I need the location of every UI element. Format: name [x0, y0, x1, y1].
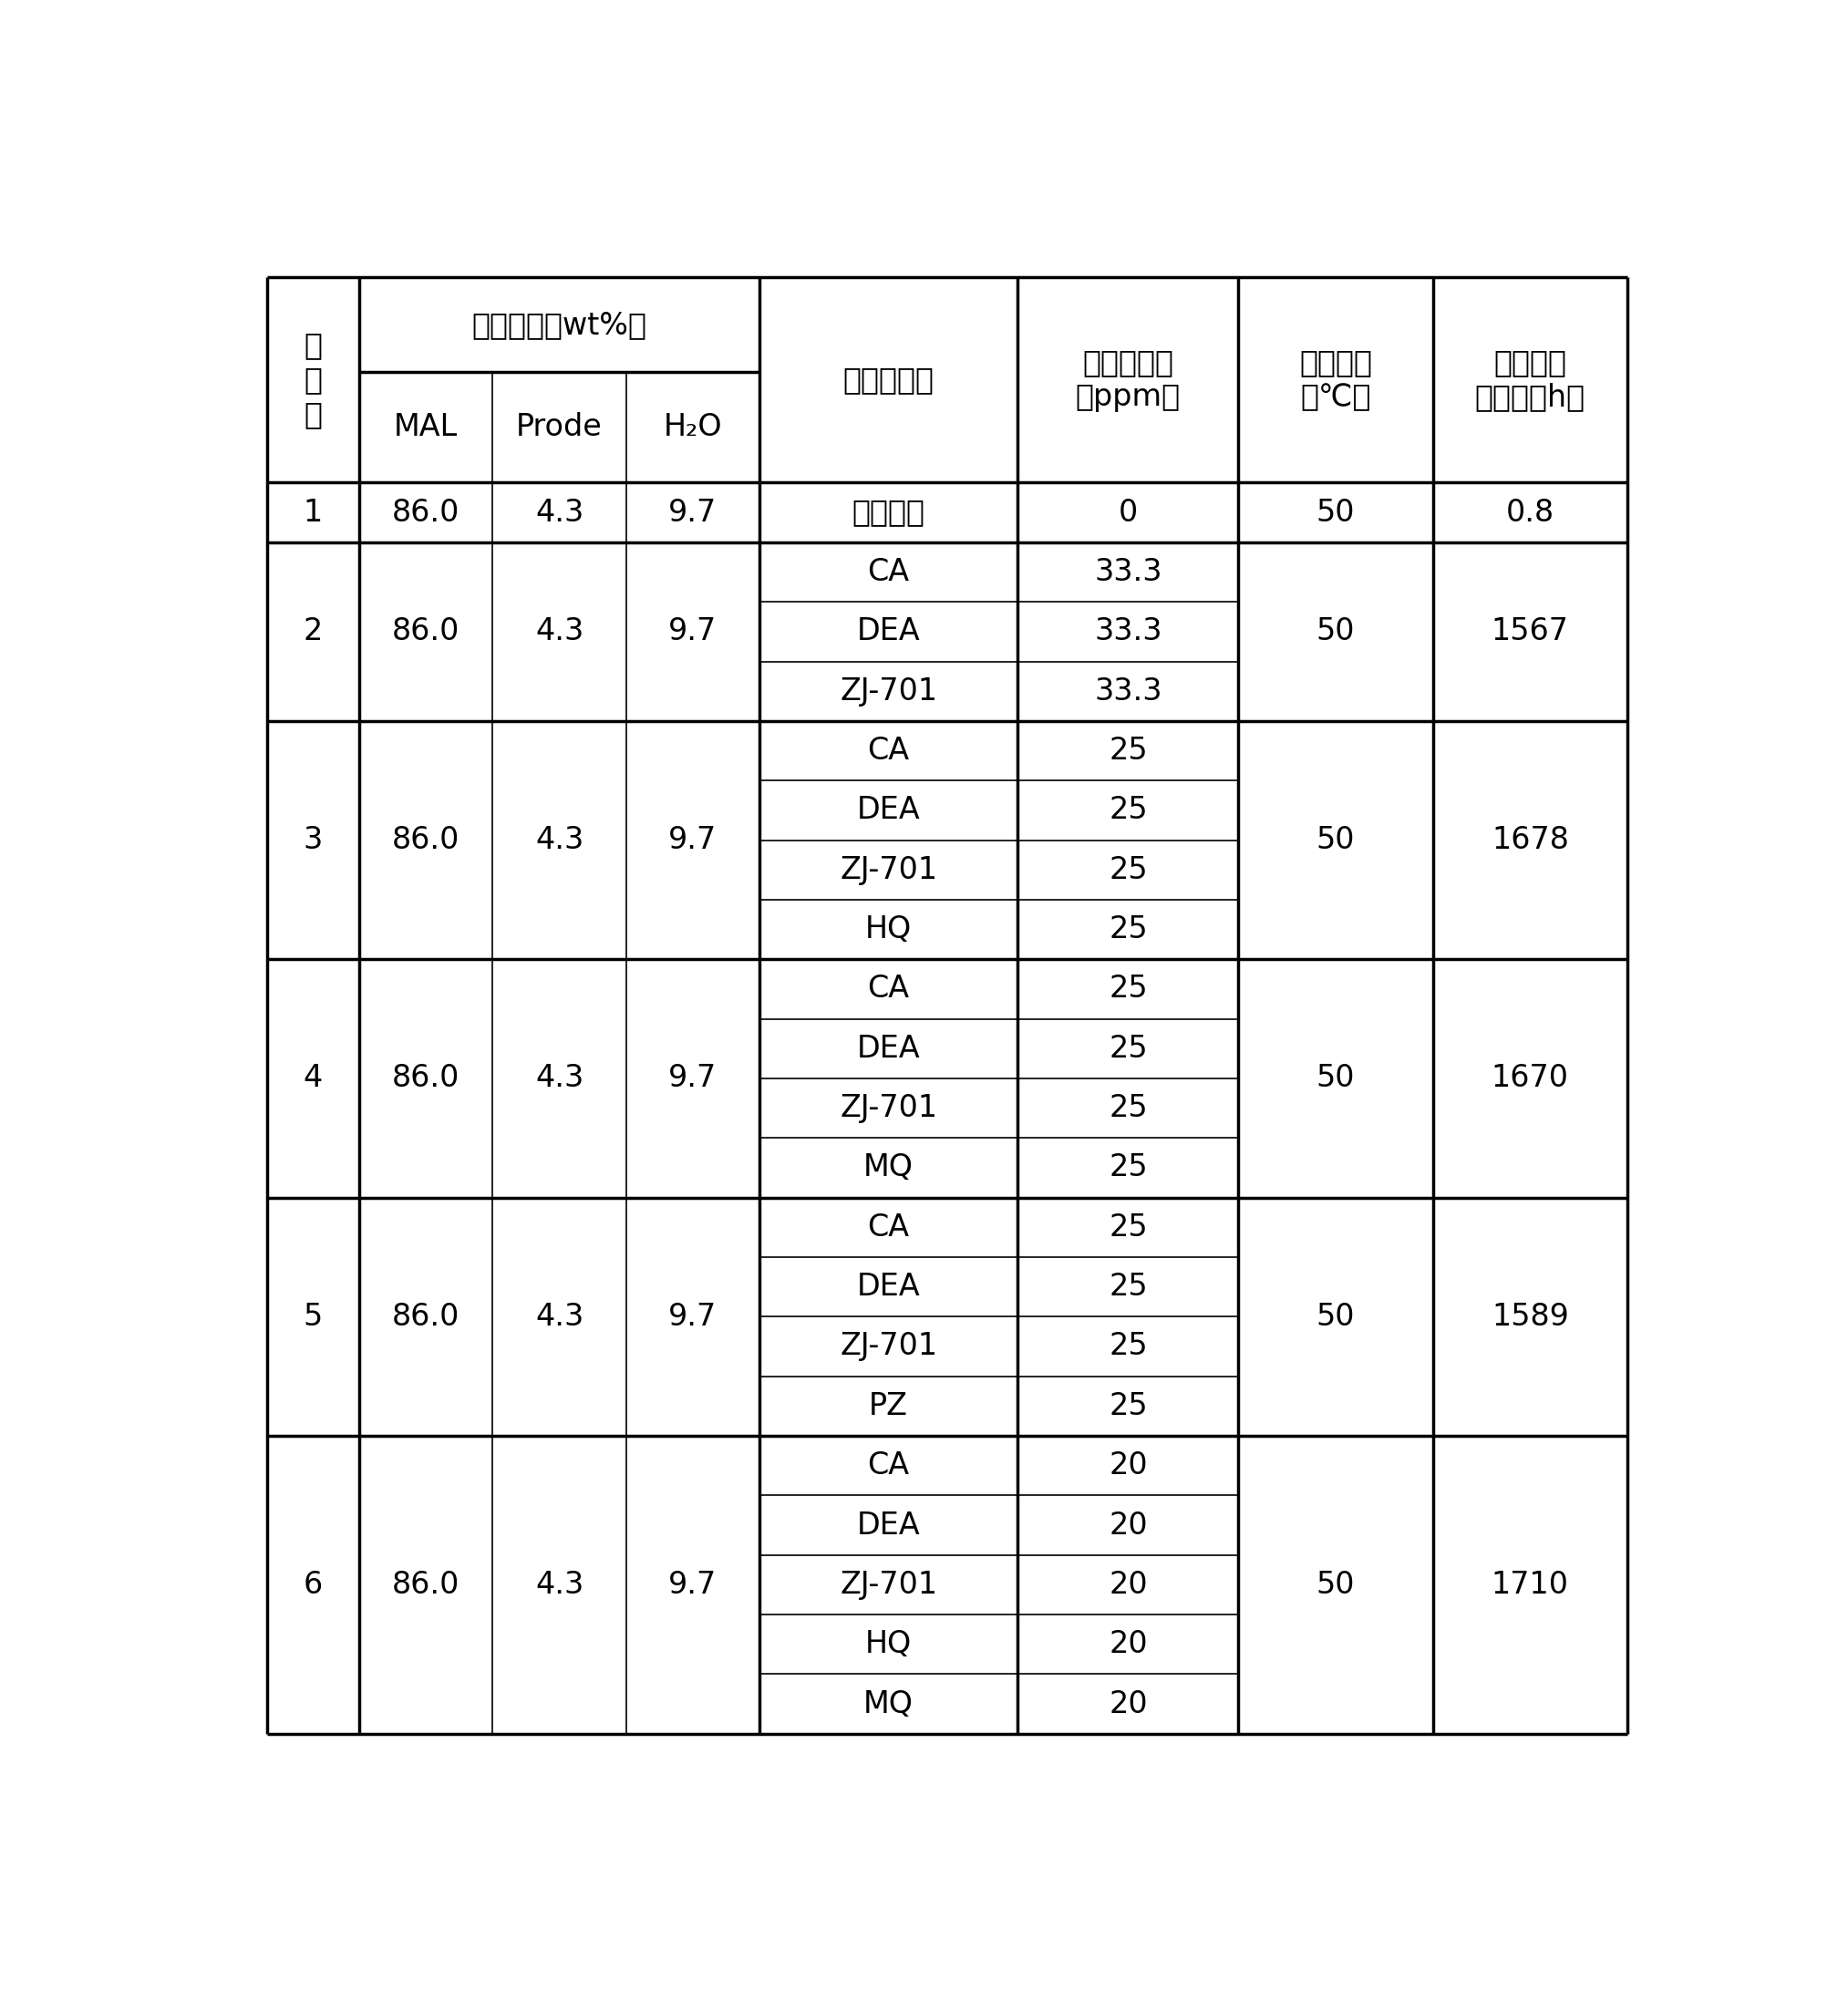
- Text: 4.3: 4.3: [536, 498, 584, 528]
- Text: 25: 25: [1109, 794, 1148, 826]
- Text: ZJ-701: ZJ-701: [839, 1569, 937, 1601]
- Text: 50: 50: [1316, 498, 1355, 528]
- Text: 86.0: 86.0: [392, 1302, 460, 1332]
- Text: 20: 20: [1109, 1569, 1148, 1601]
- Text: CA: CA: [867, 737, 909, 767]
- Text: CA: CA: [867, 1451, 909, 1481]
- Text: 1567: 1567: [1491, 617, 1569, 647]
- Text: MAL: MAL: [394, 412, 458, 442]
- Text: DEA: DEA: [857, 1272, 920, 1302]
- Text: 4.3: 4.3: [536, 1063, 584, 1093]
- Text: H₂O: H₂O: [663, 412, 723, 442]
- Text: 33.3: 33.3: [1094, 677, 1162, 707]
- Text: 25: 25: [1109, 1093, 1148, 1123]
- Text: 50: 50: [1316, 1302, 1355, 1332]
- Text: 1710: 1710: [1491, 1569, 1569, 1601]
- Text: 20: 20: [1109, 1688, 1148, 1718]
- Text: 1: 1: [303, 498, 323, 528]
- Text: 0.8: 0.8: [1506, 498, 1554, 528]
- Text: DEA: DEA: [857, 1509, 920, 1541]
- Text: 20: 20: [1109, 1629, 1148, 1659]
- Text: 25: 25: [1109, 737, 1148, 767]
- Text: 20: 20: [1109, 1509, 1148, 1541]
- Text: 9.7: 9.7: [669, 617, 717, 647]
- Text: PZ: PZ: [869, 1392, 907, 1422]
- Text: 33.3: 33.3: [1094, 617, 1162, 647]
- Text: 86.0: 86.0: [392, 1569, 460, 1601]
- Text: 6: 6: [303, 1569, 323, 1601]
- Text: 1670: 1670: [1491, 1063, 1569, 1093]
- Text: CA: CA: [867, 557, 909, 587]
- Text: 9.7: 9.7: [669, 1063, 717, 1093]
- Text: HQ: HQ: [865, 1629, 911, 1659]
- Text: 0: 0: [1118, 498, 1138, 528]
- Text: 50: 50: [1316, 617, 1355, 647]
- Text: 9.7: 9.7: [669, 1569, 717, 1601]
- Text: 86.0: 86.0: [392, 824, 460, 856]
- Text: 50: 50: [1316, 824, 1355, 856]
- Text: 25: 25: [1109, 1153, 1148, 1183]
- Text: 25: 25: [1109, 914, 1148, 944]
- Text: 4.3: 4.3: [536, 617, 584, 647]
- Text: 9.7: 9.7: [669, 1302, 717, 1332]
- Text: CA: CA: [867, 1213, 909, 1242]
- Text: MQ: MQ: [863, 1153, 913, 1183]
- Text: ZJ-701: ZJ-701: [839, 1332, 937, 1362]
- Text: 1678: 1678: [1491, 824, 1569, 856]
- Text: 4: 4: [303, 1063, 323, 1093]
- Text: 4.3: 4.3: [536, 1569, 584, 1601]
- Text: 阻聚剂类型: 阻聚剂类型: [843, 364, 935, 394]
- Text: 无阻聚剂: 无阻聚剂: [852, 498, 926, 528]
- Text: 25: 25: [1109, 1213, 1148, 1242]
- Text: 聚合物出
现时间（h）: 聚合物出 现时间（h）: [1475, 348, 1586, 412]
- Text: 20: 20: [1109, 1451, 1148, 1481]
- Text: 4.3: 4.3: [536, 1302, 584, 1332]
- Text: 25: 25: [1109, 854, 1148, 884]
- Text: 5: 5: [303, 1302, 323, 1332]
- Text: 25: 25: [1109, 1392, 1148, 1422]
- Text: 50: 50: [1316, 1569, 1355, 1601]
- Text: Prode: Prode: [516, 412, 602, 442]
- Text: 3: 3: [303, 824, 323, 856]
- Text: DEA: DEA: [857, 1033, 920, 1063]
- Text: DEA: DEA: [857, 794, 920, 826]
- Text: 25: 25: [1109, 974, 1148, 1003]
- Text: 25: 25: [1109, 1033, 1148, 1063]
- Text: 33.3: 33.3: [1094, 557, 1162, 587]
- Text: 25: 25: [1109, 1272, 1148, 1302]
- Text: 50: 50: [1316, 1063, 1355, 1093]
- Text: 2: 2: [303, 617, 323, 647]
- Text: DEA: DEA: [857, 617, 920, 647]
- Text: 86.0: 86.0: [392, 498, 460, 528]
- Text: 86.0: 86.0: [392, 1063, 460, 1093]
- Text: 实验温度
（℃）: 实验温度 （℃）: [1299, 348, 1371, 412]
- Text: ZJ-701: ZJ-701: [839, 854, 937, 884]
- Text: 86.0: 86.0: [392, 617, 460, 647]
- Text: 实
施
例: 实 施 例: [303, 331, 322, 430]
- Text: CA: CA: [867, 974, 909, 1003]
- Text: 阻聚剂浓度
（ppm）: 阻聚剂浓度 （ppm）: [1076, 348, 1181, 412]
- Text: 样品组成（wt%）: 样品组成（wt%）: [471, 311, 647, 340]
- Text: 4.3: 4.3: [536, 824, 584, 856]
- Text: MQ: MQ: [863, 1688, 913, 1718]
- Text: ZJ-701: ZJ-701: [839, 1093, 937, 1123]
- Text: HQ: HQ: [865, 914, 911, 944]
- Text: ZJ-701: ZJ-701: [839, 677, 937, 707]
- Text: 25: 25: [1109, 1332, 1148, 1362]
- Text: 9.7: 9.7: [669, 824, 717, 856]
- Text: 1589: 1589: [1491, 1302, 1569, 1332]
- Text: 9.7: 9.7: [669, 498, 717, 528]
